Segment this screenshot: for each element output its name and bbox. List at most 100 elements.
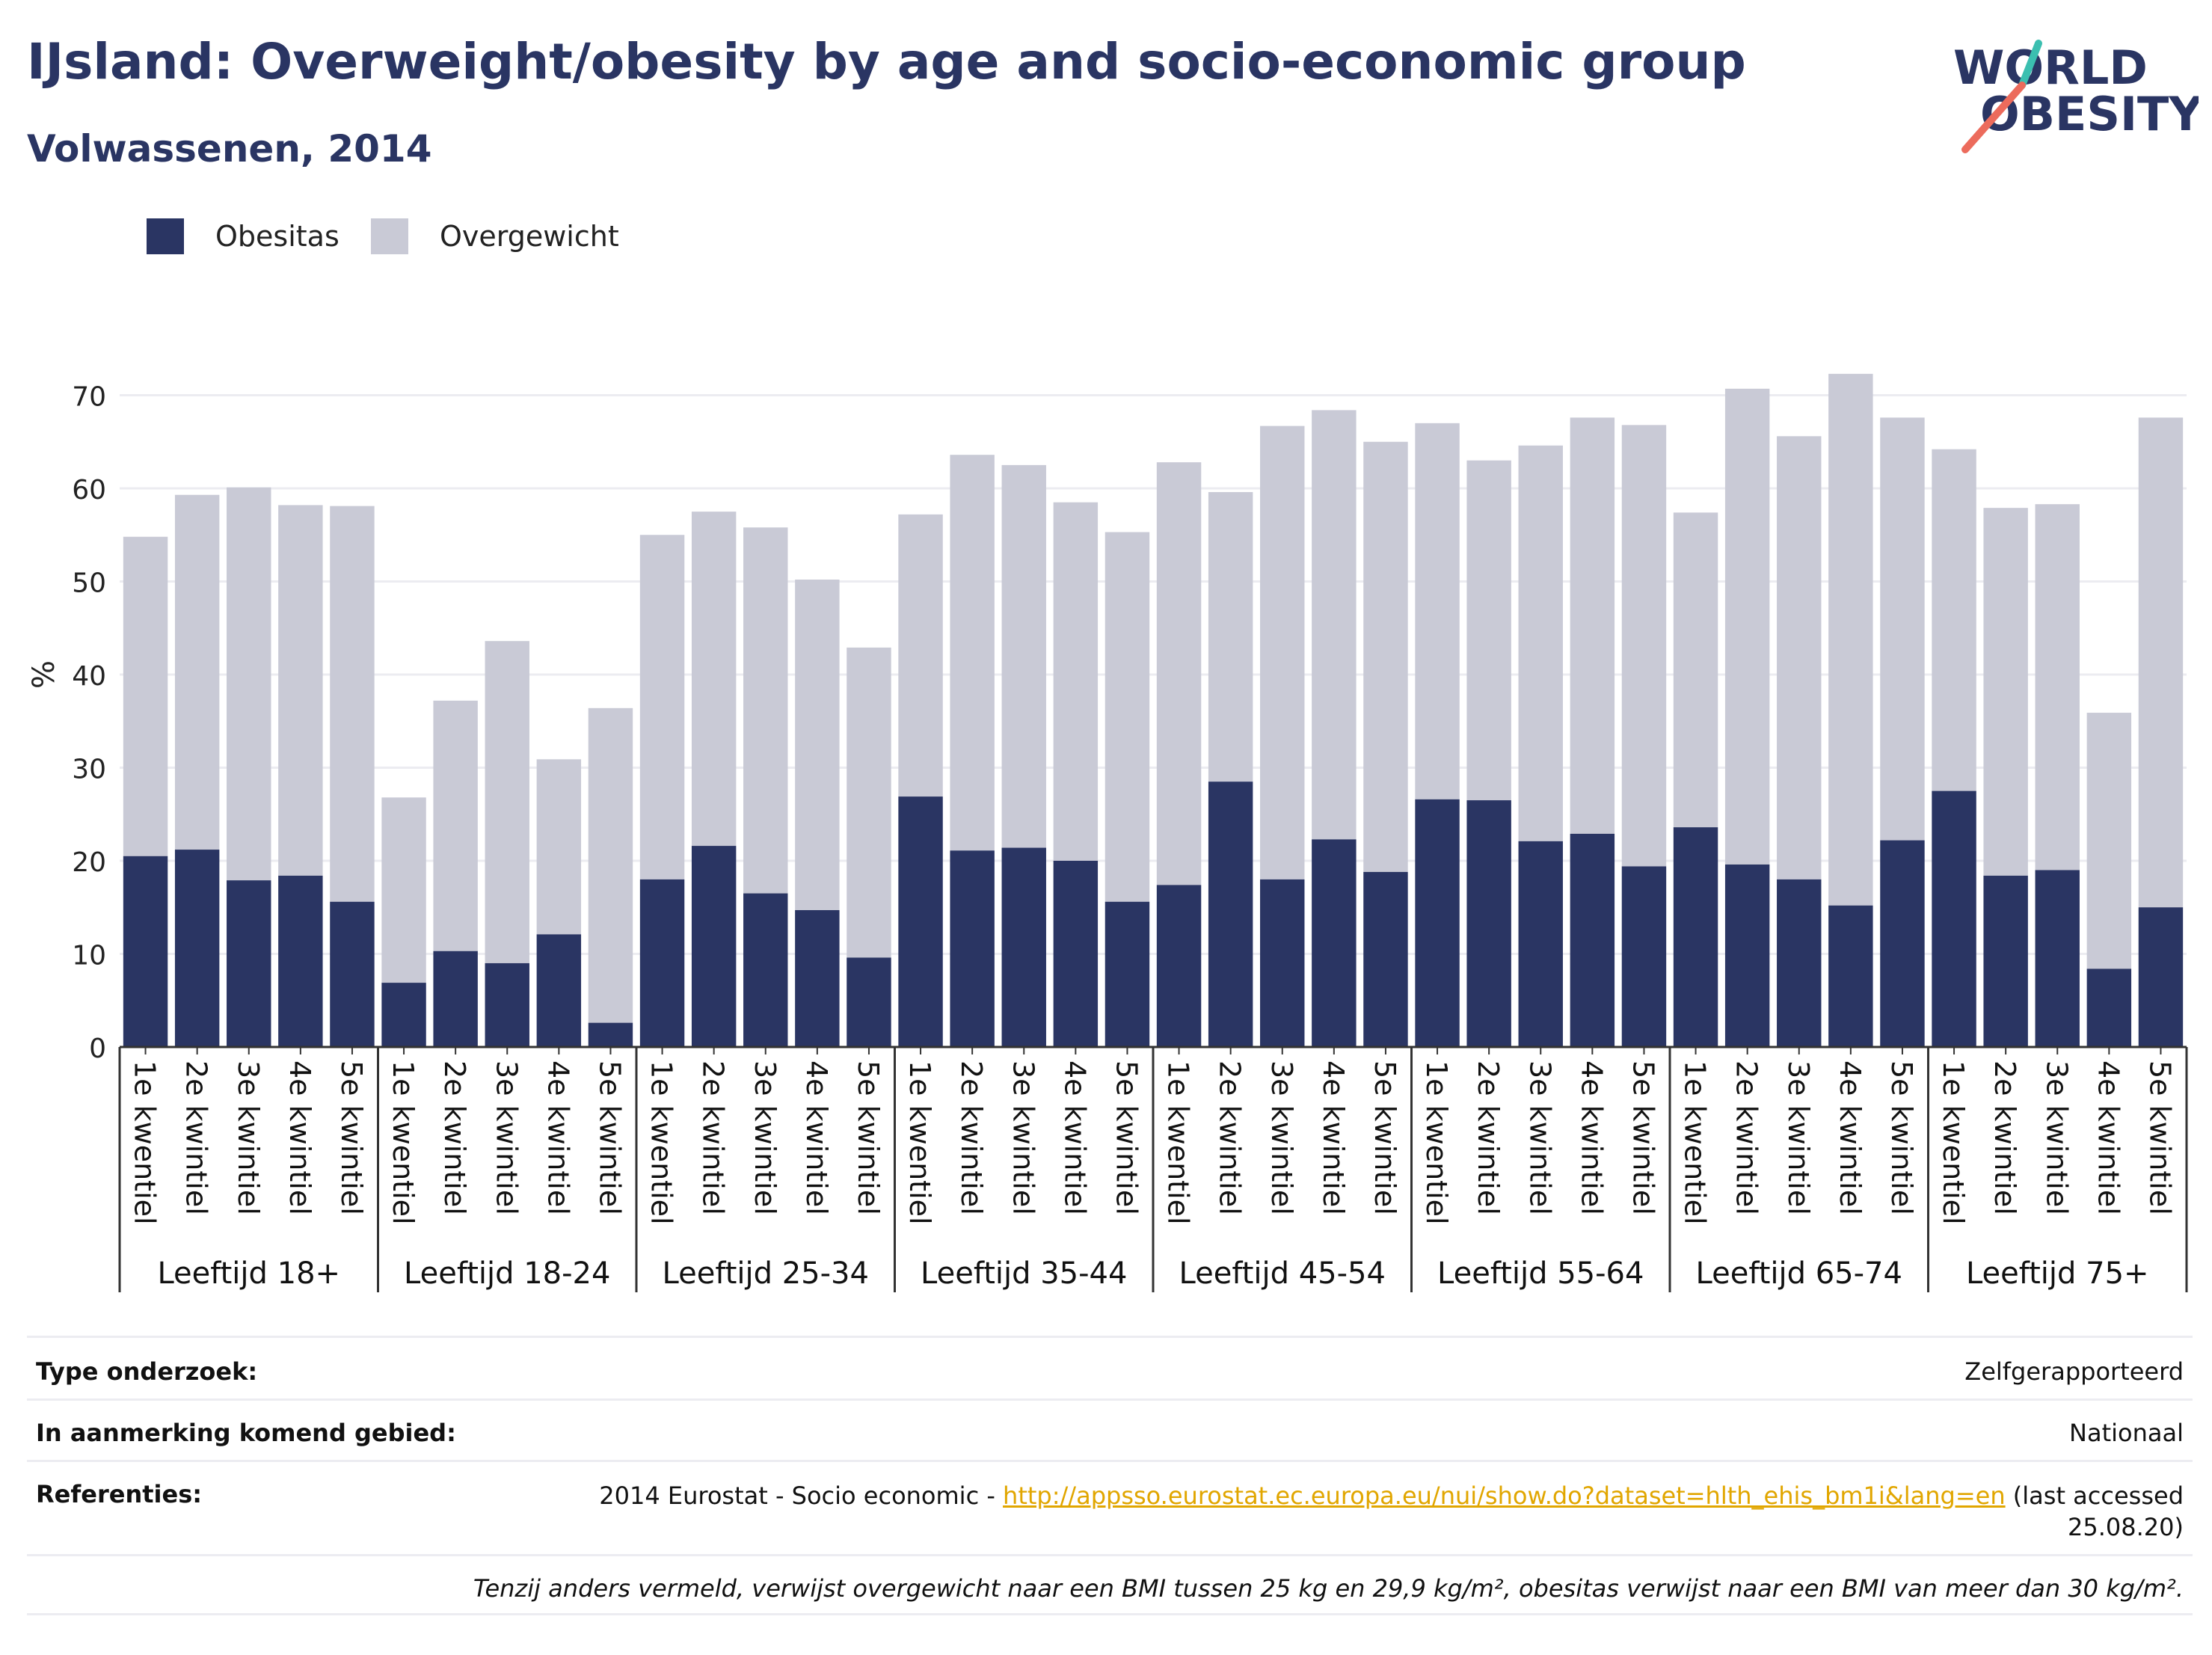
bar-overgewicht-0-3[interactable] [278,505,323,876]
bar-overgewicht-6-1[interactable] [1724,388,1770,865]
bar-obesitas-0-1[interactable] [174,850,220,1047]
bar-overgewicht-7-4[interactable] [2138,417,2184,908]
bar-overgewicht-4-3[interactable] [1312,410,1357,840]
bar-obesitas-0-2[interactable] [227,880,271,1047]
bar-overgewicht-4-1[interactable] [1208,491,1253,782]
bar-obesitas-5-0[interactable] [1415,799,1460,1047]
bar-obesitas-0-0[interactable] [123,856,168,1047]
bar-overgewicht-4-2[interactable] [1260,426,1305,879]
bar-obesitas-1-2[interactable] [485,962,529,1047]
bar-overgewicht-1-2[interactable] [485,641,529,963]
bar-overgewicht-7-2[interactable] [2035,504,2080,871]
bar-obesitas-4-4[interactable] [1363,871,1408,1047]
bar-overgewicht-2-3[interactable] [795,580,840,910]
info-value-survey-type: Zelfgerapporteerd [1964,1357,2184,1386]
bar-obesitas-1-3[interactable] [536,934,582,1047]
bar-overgewicht-7-0[interactable] [1932,449,1976,791]
bar-overgewicht-2-4[interactable] [847,647,891,958]
bar-overgewicht-1-4[interactable] [588,707,633,1023]
bar-obesitas-6-1[interactable] [1724,864,1770,1047]
bar-obesitas-3-4[interactable] [1105,901,1150,1047]
bar-overgewicht-0-2[interactable] [227,487,271,881]
bar-overgewicht-2-1[interactable] [691,512,737,847]
bar-overgewicht-5-4[interactable] [1621,425,1667,867]
bar-obesitas-2-2[interactable] [743,893,788,1047]
bar-obesitas-7-1[interactable] [1983,875,2028,1047]
bar-overgewicht-5-0[interactable] [1415,423,1460,799]
bar-obesitas-1-0[interactable] [381,983,426,1047]
legend-item-overgewicht[interactable]: Overgewicht [371,218,619,254]
bar-overgewicht-4-0[interactable] [1156,462,1202,885]
bar-obesitas-6-4[interactable] [1880,840,1925,1047]
bar-obesitas-3-2[interactable] [1001,847,1046,1047]
bar-obesitas-6-0[interactable] [1673,827,1718,1047]
bar-overgewicht-3-0[interactable] [898,514,943,797]
bar-overgewicht-3-4[interactable] [1105,532,1150,902]
x-tick-label-1-1: 2e kwintiel [438,1060,471,1215]
bar-overgewicht-1-1[interactable] [433,700,478,951]
bar-obesitas-4-1[interactable] [1208,782,1253,1047]
bar-overgewicht-6-2[interactable] [1777,436,1822,879]
bar-overgewicht-0-0[interactable] [123,536,168,856]
bar-overgewicht-3-1[interactable] [950,455,995,851]
bar-overgewicht-3-2[interactable] [1001,464,1046,848]
group-label-0: Leeftijd 18+ [157,1256,340,1291]
reference-link[interactable]: http://appsso.eurostat.ec.europa.eu/nui/… [1003,1481,2006,1510]
bar-overgewicht-5-1[interactable] [1466,460,1511,801]
bar-overgewicht-6-4[interactable] [1880,417,1925,841]
bar-overgewicht-5-3[interactable] [1570,417,1615,834]
bar-obesitas-0-4[interactable] [330,901,375,1047]
bar-obesitas-2-0[interactable] [639,879,685,1047]
bar-overgewicht-2-0[interactable] [639,535,685,879]
gridlines [120,394,2187,955]
bar-overgewicht-2-2[interactable] [743,527,788,894]
x-tick-label-6-2: 3e kwintiel [1782,1060,1815,1215]
bar-overgewicht-1-0[interactable] [381,797,426,983]
bar-overgewicht-7-3[interactable] [2086,713,2132,969]
bar-obesitas-1-4[interactable] [588,1022,633,1047]
bar-obesitas-7-0[interactable] [1932,790,1976,1047]
bar-obesitas-3-3[interactable] [1053,861,1099,1047]
bar-overgewicht-3-3[interactable] [1053,502,1099,861]
bar-obesitas-1-1[interactable] [433,951,478,1047]
x-tick-label-7-4: 5e kwintiel [2143,1060,2176,1215]
bar-obesitas-6-3[interactable] [1828,905,1873,1047]
bar-obesitas-7-3[interactable] [2086,968,2132,1047]
bar-obesitas-7-4[interactable] [2138,907,2184,1047]
bar-obesitas-4-2[interactable] [1260,879,1305,1047]
x-tick-label-5-3: 4e kwintiel [1575,1060,1608,1215]
x-tick-label-4-2: 3e kwintiel [1265,1060,1298,1215]
x-tick-label-3-2: 3e kwintiel [1007,1060,1039,1215]
legend-item-obesitas[interactable]: Obesitas [147,218,340,254]
bar-obesitas-2-4[interactable] [847,957,891,1047]
x-tick-label-2-1: 2e kwintiel [697,1060,730,1215]
x-tick-label-3-4: 5e kwintiel [1110,1060,1143,1215]
bar-obesitas-5-3[interactable] [1570,833,1615,1047]
bar-obesitas-2-3[interactable] [795,909,840,1047]
bar-overgewicht-0-4[interactable] [330,506,375,902]
bar-overgewicht-0-1[interactable] [174,494,220,850]
bar-obesitas-2-1[interactable] [691,846,737,1047]
bar-obesitas-5-1[interactable] [1466,800,1511,1047]
bar-obesitas-6-2[interactable] [1777,879,1822,1047]
bar-overgewicht-5-2[interactable] [1518,445,1563,841]
bar-obesitas-5-2[interactable] [1518,841,1563,1047]
x-tick-label-1-3: 4e kwintiel [541,1060,574,1215]
bar-overgewicht-6-3[interactable] [1828,373,1873,906]
bar-obesitas-3-0[interactable] [898,796,943,1047]
bar-obesitas-3-1[interactable] [950,850,995,1047]
bar-overgewicht-1-3[interactable] [536,759,582,935]
info-row-survey-type: Type onderzoek: Zelfgerapporteerd [27,1336,2193,1398]
info-key-survey-type: Type onderzoek: [36,1357,258,1386]
bar-obesitas-7-2[interactable] [2035,870,2080,1047]
x-tick-label-2-4: 5e kwintiel [852,1060,885,1215]
bar-obesitas-5-4[interactable] [1621,866,1667,1047]
bar-obesitas-4-3[interactable] [1312,839,1357,1047]
bar-obesitas-4-0[interactable] [1156,885,1202,1047]
chart-subtitle: Volwassenen, 2014 [27,127,432,171]
bar-overgewicht-4-4[interactable] [1363,441,1408,872]
logo-word-world: WORLD [1953,40,2148,95]
bar-obesitas-0-3[interactable] [278,875,323,1047]
bar-overgewicht-7-1[interactable] [1983,508,2028,876]
bar-overgewicht-6-0[interactable] [1673,512,1718,828]
